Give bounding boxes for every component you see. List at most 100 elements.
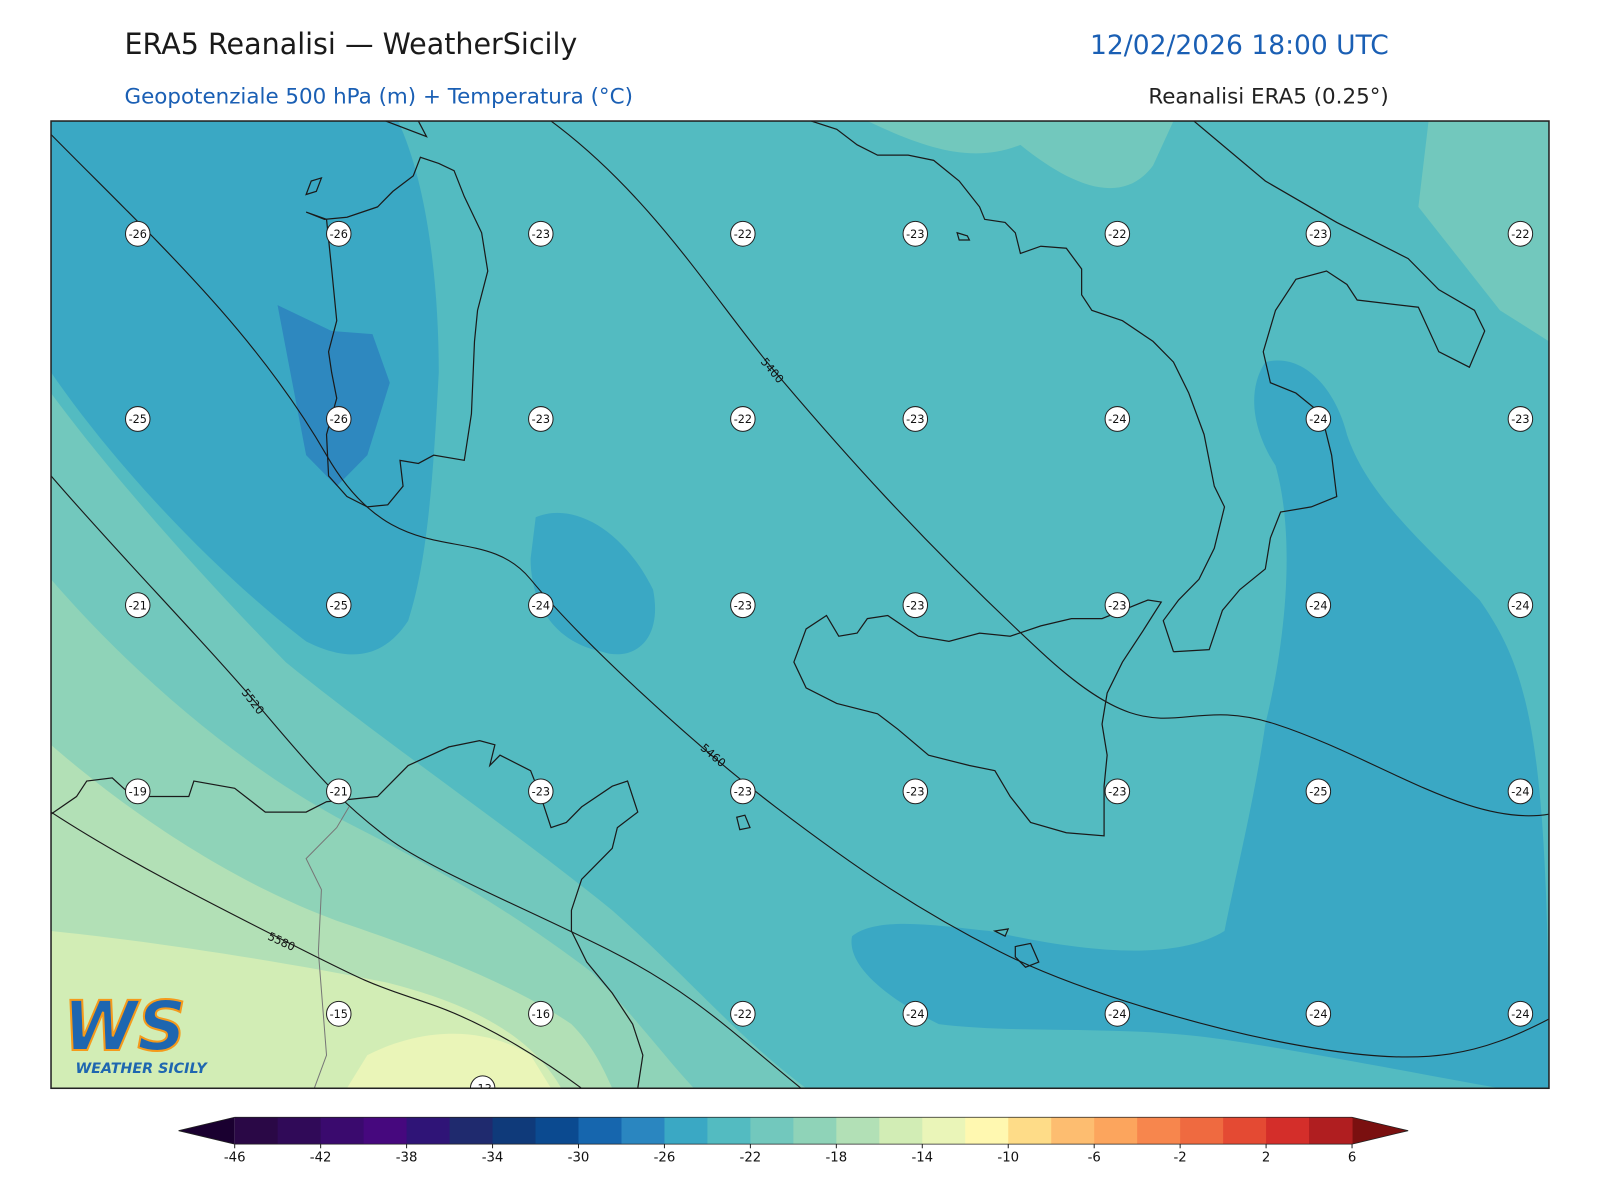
station: -21 [326,778,352,805]
station: -25 [1305,778,1332,805]
station: -23 [1104,778,1131,805]
colorbar-tick-label: -30 [568,1151,590,1166]
title: ERA5 Reanalisi — WeatherSicily [124,27,577,61]
station-value: -24 [1309,599,1327,612]
colorbar-segment [535,1117,580,1145]
station: -24 [1305,1000,1332,1027]
station: -23 [730,592,756,619]
colorbar-segment [836,1117,880,1145]
station-marker [1507,592,1534,619]
station-value: -24 [1309,413,1327,426]
station-marker [902,406,929,432]
logo-caption: WEATHER SICILY [76,1061,209,1077]
station-value: -22 [734,1008,752,1021]
colorbar-segment [492,1117,537,1145]
station-value: -24 [1309,1008,1327,1021]
station-value: -23 [906,413,924,426]
station-value: -23 [1511,413,1529,426]
station-value: -25 [129,413,147,426]
station-value: -26 [330,228,348,241]
station-marker [326,592,352,619]
station-marker [528,1000,554,1027]
colorbar-segment [664,1117,708,1145]
station: -23 [1104,592,1131,619]
station-marker [125,220,151,247]
station-value: -23 [532,413,550,426]
station-marker [1104,592,1131,619]
station: -22 [1507,220,1534,247]
station-marker [730,220,756,247]
coast-tunisia [51,740,644,1089]
source: Reanalisi ERA5 (0.25°) [1148,84,1388,109]
isohypse [51,811,582,1089]
border [305,806,350,1089]
colorbar-tick-label: -26 [654,1151,676,1166]
station-marker [1507,406,1534,432]
colorbar-segment [1180,1117,1224,1145]
colorbar-over [1352,1117,1409,1145]
station-value: -24 [532,599,550,612]
station: -24 [1507,1000,1534,1027]
station: -26 [326,220,352,247]
station-marker [902,1000,929,1027]
station-value: -23 [906,228,924,241]
station-value: -24 [906,1008,924,1021]
station-marker [1507,220,1534,247]
colorbar-tick-label: -10 [997,1151,1019,1166]
colorbar-tick-label: -14 [911,1151,933,1166]
colorbar-tick-label: -46 [224,1151,246,1166]
map-area: -26 -26 -23 -22 -23 -22 -23 -22 -25 -26 -23 -22 -23 -… [51,121,1549,1089]
colorbar-segment [879,1117,923,1145]
field-coldest [277,305,390,487]
station-marker [1305,592,1332,619]
subtitle: Geopotenziale 500 hPa (m) + Temperatura … [124,84,632,109]
colorbar-segment [750,1117,794,1145]
station-value: -26 [129,228,147,241]
station: -24 [1305,592,1332,619]
station: -23 [902,592,929,619]
colorbar-under [178,1117,235,1145]
station-marker [125,406,151,432]
colorbar-segment [277,1117,322,1145]
station-marker [326,778,352,805]
logo-mark: WS [63,987,186,1067]
station: -26 [125,220,151,247]
logo: WS WEATHER SICILY [62,986,209,1077]
station-marker [125,592,151,619]
station: -16 [528,1000,554,1027]
station: -23 [902,778,929,805]
station: -23 [902,220,929,247]
field-cold-center [530,512,656,655]
colorbar-segment [1266,1117,1310,1145]
colorbar-tick-label: -34 [482,1151,504,1166]
station-marker [1507,778,1534,805]
colorbar-tick-label: -42 [310,1151,332,1166]
field-cold-se [851,360,1549,1089]
station: -22 [730,1000,756,1027]
station-marker [1305,778,1332,805]
station: -22 [730,220,756,247]
station: -26 [326,406,352,432]
colorbar-segment [406,1117,451,1145]
station-marker [326,406,352,432]
station-marker [1507,1000,1534,1027]
colorbar-tick-label: 2 [1262,1151,1270,1166]
station: -24 [1507,778,1534,805]
colorbar-tick-label: -18 [826,1151,848,1166]
station-value: -24 [1511,785,1529,798]
coast-corsica [385,121,428,138]
isohypse [51,475,802,1089]
colorbar-segment [707,1117,751,1145]
station: -21 [125,592,151,619]
station: -23 [1507,406,1534,432]
colorbar-segment [793,1117,837,1145]
station: -13 [469,1075,496,1089]
station-value: -15 [330,1008,348,1021]
station-value: -22 [734,228,752,241]
colorbar-segment [1223,1117,1267,1145]
station-marker [125,778,151,805]
station-marker [1104,1000,1131,1027]
colorbar-segment [1094,1117,1138,1145]
colorbar: -46 -42 -38 -34 -30 -26 -22 -18 -14 -10 -6 -2 2 6 [178,1116,1409,1166]
